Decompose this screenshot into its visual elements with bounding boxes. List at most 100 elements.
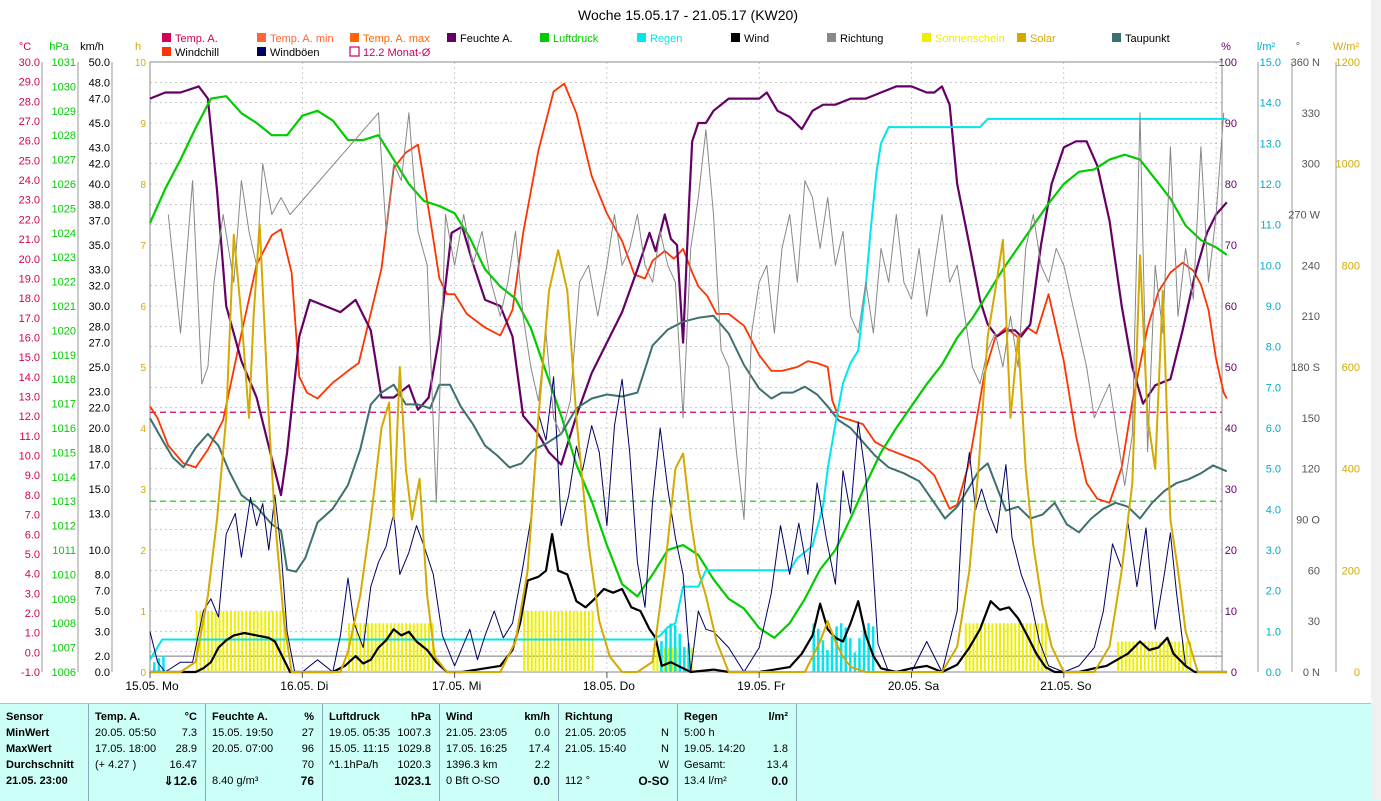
sunshine-bar (545, 611, 548, 672)
table-cell-label: 17.05. 18:00 (95, 743, 157, 755)
chart-title: Woche 15.05.17 - 21.05.17 (KW20) (578, 7, 798, 23)
table-header-label: Richtung (565, 711, 613, 723)
direction-tick: 180 S (1291, 362, 1320, 374)
temp-tick: 7.0 (25, 510, 40, 522)
direction-tick: 120 (1302, 464, 1320, 476)
sunshine-bar (359, 623, 362, 672)
sunshine-bar (268, 611, 271, 672)
direction-tick: 60 (1308, 565, 1320, 577)
sunshine-bar (416, 623, 419, 672)
sunshine-bar (656, 647, 659, 672)
rain-bar (862, 627, 866, 672)
pressure-tick: 1014 (52, 472, 76, 484)
sunshine-bar (999, 623, 1002, 672)
temp-tick: 27.0 (19, 116, 40, 128)
table-row: 112 ° O-SO (559, 773, 677, 789)
sunshine-bar (584, 611, 587, 672)
rain-tick: 3.0 (1266, 545, 1281, 557)
sun-tick: 8 (140, 180, 146, 191)
table-header-label: Sensor (6, 711, 44, 723)
pressure-tick: 1007 (52, 643, 76, 655)
temp-tick: 2.0 (25, 608, 40, 620)
sunshine-bar (351, 623, 354, 672)
bars (153, 611, 1192, 672)
sunshine-bar (283, 611, 286, 672)
rain-tick: 15.0 (1260, 57, 1281, 69)
rain-tick: 12.0 (1260, 179, 1281, 191)
rain-tick: 14.0 (1260, 98, 1281, 110)
sunshine-bar (1136, 641, 1139, 672)
pressure-tick: 1017 (52, 399, 76, 411)
wind-tick: 2.0 (95, 651, 110, 663)
rain-tick: 6.0 (1266, 423, 1281, 435)
table-cell-value: 0.0 (534, 727, 550, 739)
legend-swatch (540, 33, 549, 42)
pressure-tick: 1015 (52, 447, 76, 459)
table-row: 17.05. 18:00 28.9 (89, 741, 205, 757)
sunshine-bar (370, 623, 373, 672)
x-label: 20.05. Sa (888, 679, 940, 693)
rain-bar (669, 623, 672, 672)
table-cell-label: 8.40 g/m³ (212, 775, 259, 787)
temp-tick: 0.0 (25, 647, 40, 659)
table-row: 0 Bft O-SO 0.0 (440, 773, 558, 789)
legend-swatch (1017, 33, 1026, 42)
sunshine-bar (976, 623, 979, 672)
temp-tick: 16.0 (19, 332, 40, 344)
pressure-tick: 1023 (52, 252, 76, 264)
legend-swatch (349, 46, 360, 57)
pressure-tick: 1018 (52, 374, 76, 386)
table-cell: Durchschnitt (6, 759, 74, 771)
sunshine-bar (576, 611, 579, 672)
legend-swatch (731, 33, 740, 42)
table-row: 19.05. 14:20 1.8 (678, 741, 796, 757)
pressure-tick: 1012 (52, 521, 76, 533)
wind-tick: 8.0 (95, 569, 110, 581)
sunshine-bar (218, 611, 221, 672)
legend-label: Taupunkt (1125, 33, 1170, 45)
table-cell-value: 1020.3 (397, 759, 431, 771)
sunshine-bar (991, 623, 994, 672)
rain-bar (660, 641, 663, 672)
x-label: 21.05. So (1040, 679, 1092, 693)
sunshine-bar (1025, 623, 1028, 672)
direction-tick: 30 (1308, 616, 1320, 628)
table-header-label: Feuchte A. (212, 711, 268, 723)
sun-tick: 6 (140, 302, 146, 313)
rain-bar (830, 636, 834, 672)
table-header-unit: hPa (410, 711, 431, 723)
temp-tick: 20.0 (19, 254, 40, 266)
table-cell-label: Gesamt: (684, 759, 726, 771)
rain-bar (849, 638, 852, 672)
sunshine-bar (553, 611, 556, 672)
plot-frame (149, 61, 1223, 673)
table-cell-value: 13.4 (766, 759, 788, 771)
wind-tick: 45.0 (89, 118, 110, 130)
legend-swatch (827, 33, 836, 42)
x-label: 15.05. Mo (125, 679, 179, 693)
temp-tick: 22.0 (19, 214, 40, 226)
temp-tick: 15.0 (19, 352, 40, 364)
solar-tick: 1200 (1336, 57, 1360, 69)
pressure-tick: 1021 (52, 301, 76, 313)
series-line-feuchte-a- (149, 85, 1228, 497)
sunshine-bar (393, 623, 396, 672)
sunshine-bar (671, 647, 674, 672)
table-row: ^1.1hPa/h 1020.3 (323, 757, 439, 773)
table-cell-value: 76 (300, 774, 314, 788)
legend-label: Regen (650, 33, 682, 45)
rain-tick: 7.0 (1266, 382, 1281, 394)
sunshine-bar (572, 611, 575, 672)
pressure-tick: 1025 (52, 203, 76, 215)
sunshine-bar (530, 611, 533, 672)
wind-tick: 20.0 (89, 423, 110, 435)
table-cell-value: 0.0 (771, 774, 788, 788)
wind-tick: 15.0 (89, 484, 110, 496)
temp-tick: 10.0 (19, 451, 40, 463)
temp-tick: 6.0 (25, 529, 40, 541)
sunshine-bar (972, 623, 975, 672)
table-cell-value: 96 (301, 743, 314, 755)
sunshine-bar (1155, 641, 1158, 672)
wind-tick: 40.0 (89, 179, 110, 191)
temp-tick: 21.0 (19, 234, 40, 246)
